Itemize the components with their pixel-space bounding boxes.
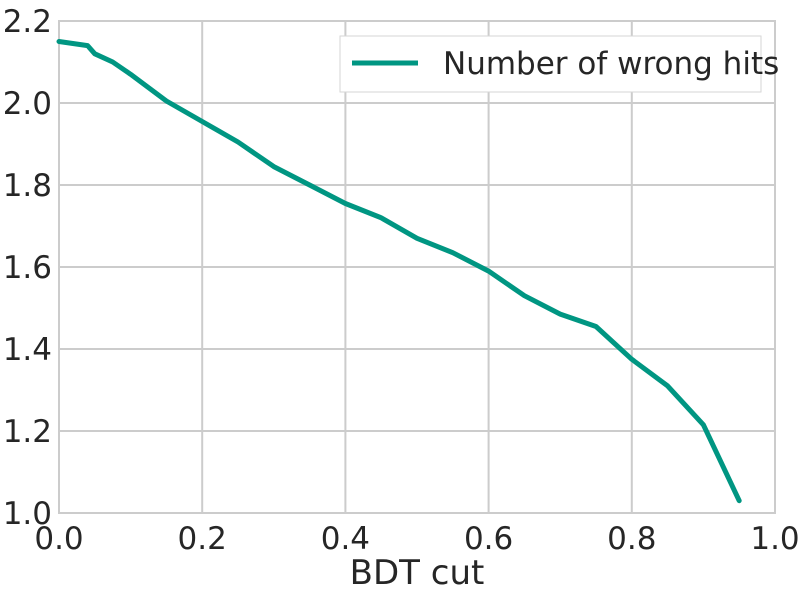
y-tick-label-3: 1.6 (3, 250, 52, 286)
grid-lines (58, 20, 776, 514)
x-tick-label-2: 0.4 (321, 521, 370, 557)
x-tick-label-1: 0.2 (178, 521, 227, 557)
y-tick-labels: 1.0 1.2 1.4 1.6 1.8 2.0 2.2 (3, 4, 52, 532)
series-lines (56, 39, 742, 504)
legend: Number of wrong hits (339, 35, 779, 93)
y-tick-label-5: 2.0 (3, 86, 52, 122)
legend-label: Number of wrong hits (443, 46, 779, 82)
x-tick-labels: 0.0 0.2 0.4 0.6 0.8 1.0 (34, 521, 799, 557)
x-tick-label-4: 0.8 (607, 521, 656, 557)
series-line-0 (56, 39, 742, 504)
y-tick-label-1: 1.2 (3, 414, 52, 450)
y-tick-label-0: 1.0 (3, 496, 52, 532)
y-tick-label-6: 2.2 (3, 4, 52, 40)
y-tick-label-4: 1.8 (3, 168, 52, 204)
y-tick-label-2: 1.4 (3, 332, 52, 368)
x-tick-label-3: 0.6 (464, 521, 513, 557)
x-axis-title: BDT cut (350, 553, 485, 593)
x-tick-label-5: 1.0 (750, 521, 799, 557)
x-tick-label-0: 0.0 (34, 521, 83, 557)
plot-frame (58, 20, 776, 514)
